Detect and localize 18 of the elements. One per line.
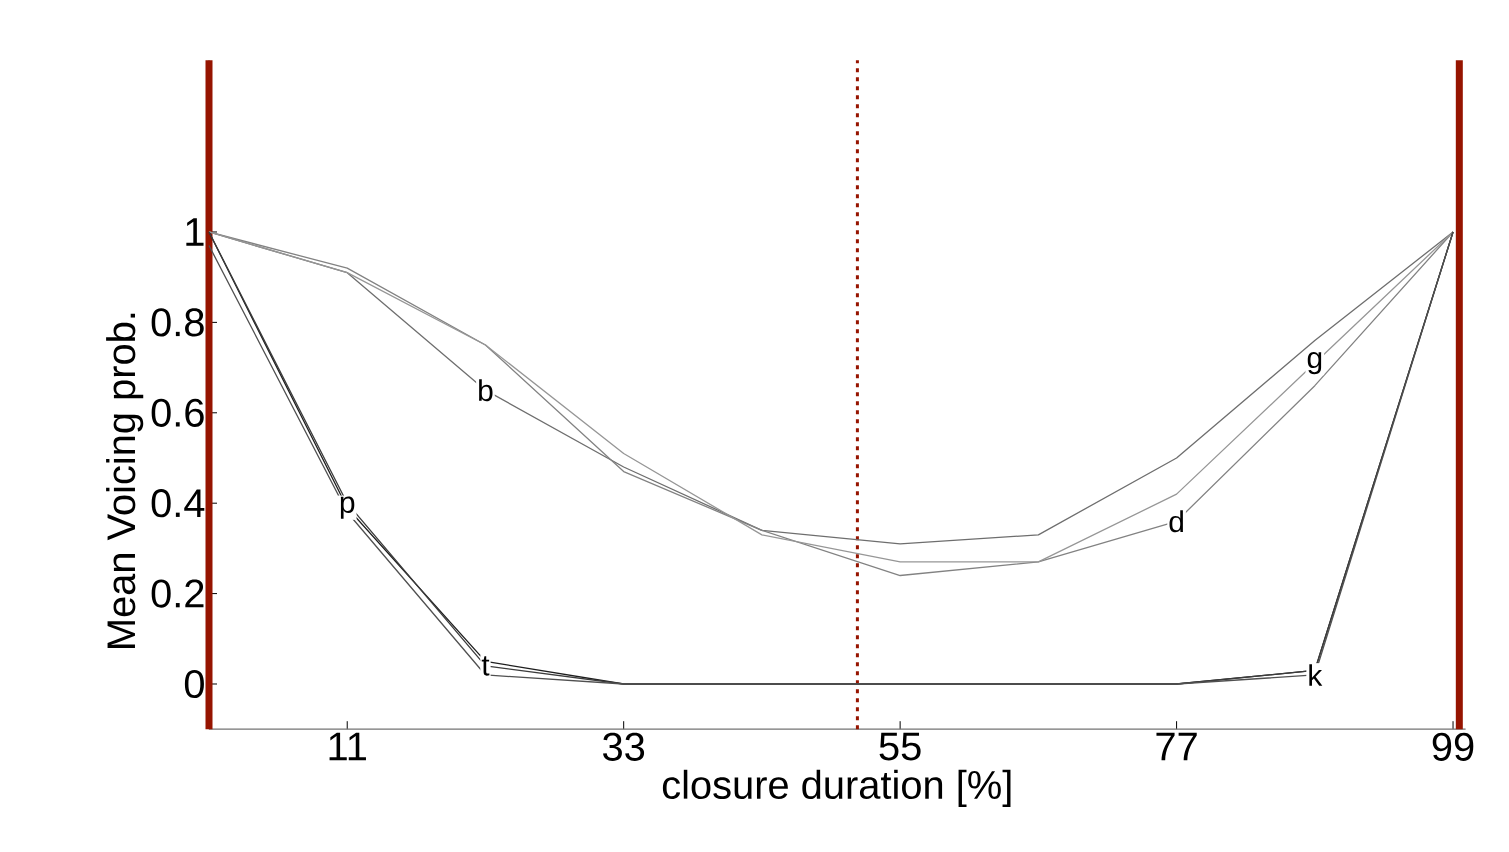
series-label: k xyxy=(1309,664,1323,686)
y-tick-label: 0.8 xyxy=(151,308,204,337)
x-tick-label: 77 xyxy=(1156,732,1197,761)
y-tick-label: 0.4 xyxy=(151,489,205,518)
y-tick-label: 0 xyxy=(184,669,204,699)
x-tick-label: 99 xyxy=(1432,732,1474,761)
x-tick-label: 11 xyxy=(329,732,366,761)
x-tick-label: 33 xyxy=(603,732,645,761)
x-tick-label: 55 xyxy=(879,732,921,761)
y-tick-label: 0.2 xyxy=(151,579,204,608)
x-axis-title: closure duration [%] xyxy=(662,769,1011,807)
series-label: p xyxy=(340,496,355,519)
y-tick-label: 0.6 xyxy=(151,398,204,427)
series-label: g xyxy=(1307,351,1322,375)
y-axis-title: Mean Voicing prob. xyxy=(106,313,144,648)
series-label: d xyxy=(1169,510,1183,533)
y-tick-label: 1 xyxy=(186,218,204,246)
series-label: b xyxy=(479,379,493,402)
